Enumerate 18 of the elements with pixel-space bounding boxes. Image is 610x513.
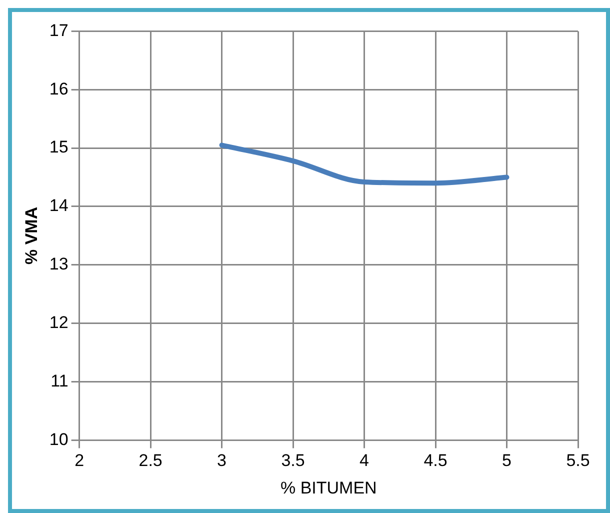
x-axis-title: % BITUMEN: [280, 478, 377, 498]
x-tick-label: 4: [360, 451, 370, 470]
x-tick-label: 3: [217, 451, 227, 470]
x-tick-label: 2: [74, 451, 84, 470]
y-tick-label: 13: [49, 254, 68, 274]
x-tick-label: 5: [502, 451, 512, 470]
x-tick-label: 5.5: [566, 451, 590, 470]
y-tick-label: 17: [49, 20, 68, 40]
x-tick-label: 4.5: [424, 451, 448, 470]
y-axis-title: % VMA: [22, 206, 41, 265]
y-tick-label: 15: [49, 138, 68, 157]
y-tick-label: 16: [49, 79, 68, 98]
y-tick-label: 12: [49, 313, 68, 332]
y-tick-label: 11: [50, 371, 68, 390]
y-tick-label: 14: [49, 196, 68, 216]
x-tick-label: 3.5: [281, 451, 305, 470]
y-tick-label: 10: [49, 430, 68, 449]
x-tick-label: 2.5: [138, 451, 162, 470]
